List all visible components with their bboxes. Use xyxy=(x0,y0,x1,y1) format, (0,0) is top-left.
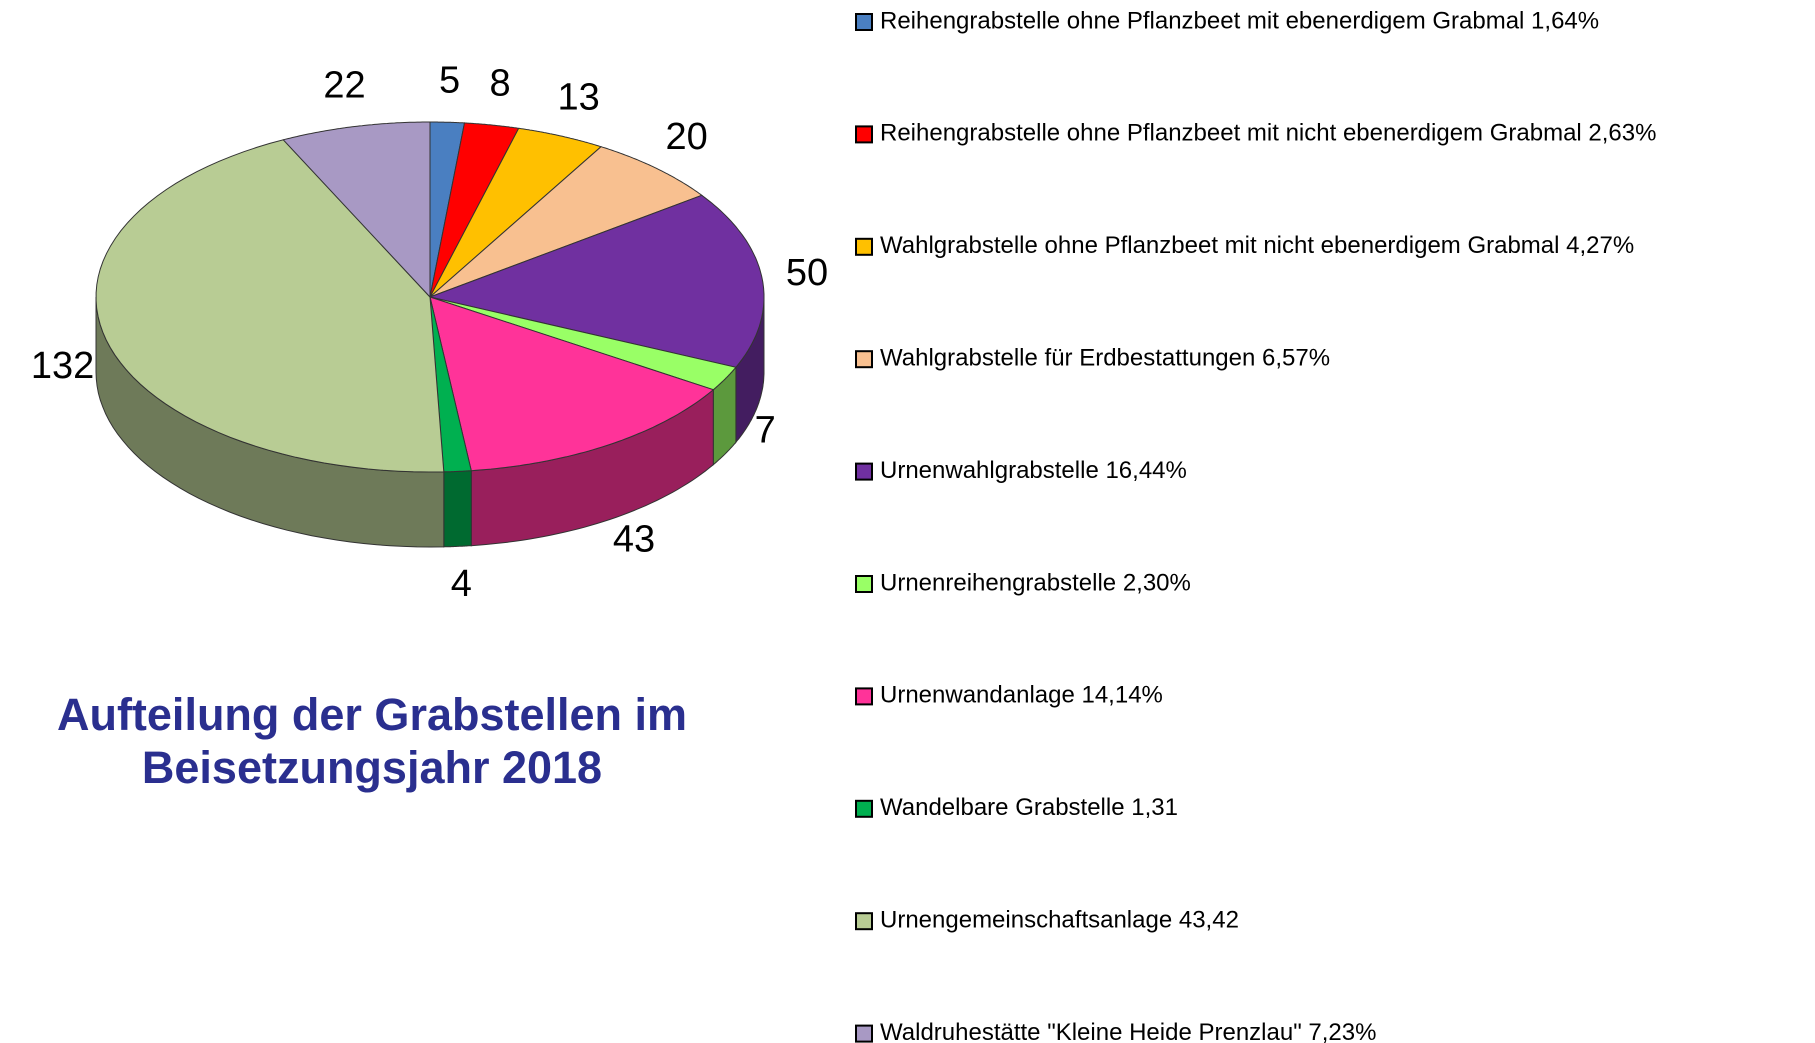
legend-label: Reihengrabstelle ohne Pflanzbeet mit ebe… xyxy=(880,7,1599,34)
slice xyxy=(429,122,520,298)
slice xyxy=(429,296,737,391)
data-label: 8 xyxy=(490,63,511,105)
slice xyxy=(282,121,431,299)
legend-label: Wahlgrabstelle für Erdbestattungen 6,57% xyxy=(880,345,1330,372)
legend-swatch xyxy=(855,350,873,369)
legend-label: Wandelbare Grabstelle 1,31 xyxy=(880,794,1178,821)
legend-swatch xyxy=(855,13,873,31)
legend-swatch xyxy=(855,1024,873,1043)
data-label: 22 xyxy=(323,65,365,107)
legend-swatch xyxy=(855,687,873,706)
legend-swatch xyxy=(855,799,873,818)
legend-label: Waldruhestätte "Kleine Heide Prenzlau" 7… xyxy=(880,1019,1376,1043)
slice xyxy=(429,127,603,298)
chart-title: Aufteilung der Grabstellen im Beisetzung… xyxy=(56,689,688,793)
data-label: 13 xyxy=(558,76,600,118)
slice xyxy=(429,296,472,473)
legend-label: Reihengrabstelle ohne Pflanzbeet mit nic… xyxy=(880,120,1656,147)
data-label: 5 xyxy=(439,59,460,101)
slice xyxy=(429,146,703,298)
legend-label: Wahlgrabstelle ohne Pflanzbeet mit nicht… xyxy=(880,232,1634,259)
slice xyxy=(429,296,715,472)
data-label: 50 xyxy=(786,252,828,294)
legend-label: Urnenwahlgrabstelle 16,44% xyxy=(880,457,1187,484)
data-label: 132 xyxy=(31,345,94,387)
legend-swatch xyxy=(855,237,873,256)
legend-swatch xyxy=(855,575,873,593)
legend-swatch xyxy=(855,125,873,144)
slice-side xyxy=(443,470,472,548)
legend-label: Urnenwandanlage 14,14% xyxy=(880,682,1163,709)
legend-label: Urnenreihengrabstelle 2,30% xyxy=(880,569,1191,596)
legend-swatch xyxy=(855,912,873,931)
data-label: 7 xyxy=(755,409,776,451)
data-label: 4 xyxy=(451,563,472,605)
data-label: 20 xyxy=(666,116,708,158)
slice xyxy=(428,194,765,368)
slice xyxy=(95,139,445,473)
legend-label: Urnengemeinschaftsanlage 43,42 xyxy=(880,907,1239,934)
legend-swatch xyxy=(855,462,873,481)
data-label: 43 xyxy=(613,518,655,560)
